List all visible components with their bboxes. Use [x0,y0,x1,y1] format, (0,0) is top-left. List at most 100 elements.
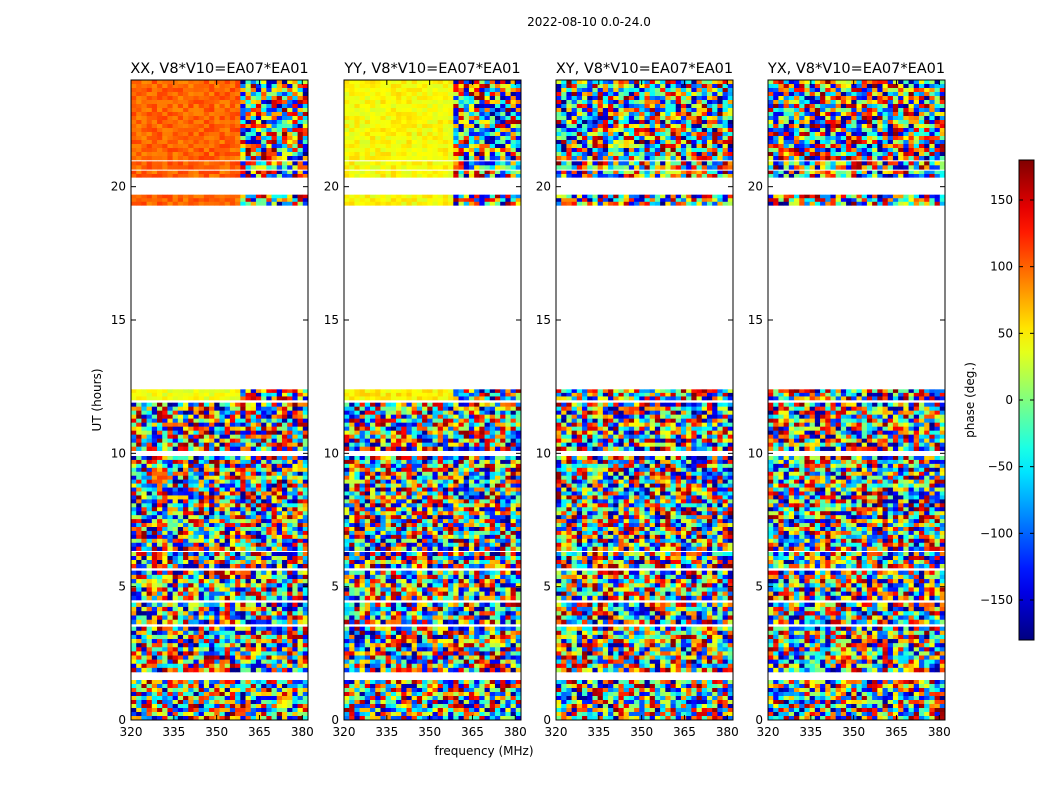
phase-cell [188,570,194,576]
phase-cell [468,556,475,561]
phase-cell [463,619,470,625]
phase-cell [349,696,355,701]
phase-cell [193,422,199,427]
phase-cell [214,422,220,427]
phase-cell [177,112,184,117]
phase-cell [198,643,205,648]
phase-cell [203,712,210,717]
phase-cell [396,700,402,705]
phase-cell [292,128,298,133]
phase-cell [390,475,397,480]
phase-cell [219,527,226,532]
phase-cell [209,530,215,536]
phase-cell [209,144,215,149]
phase-cell [297,406,304,411]
phase-cell [489,564,496,569]
phase-cell [235,602,241,608]
phase-cell [219,530,226,536]
phase-cell [375,639,381,644]
phase-cell [224,630,231,636]
phase-cell [146,418,153,423]
phase-cell [219,116,226,121]
phase-cell [214,414,220,419]
phase-cell [271,406,278,411]
phase-cell [162,92,168,97]
phase-cell [276,552,283,557]
phase-cell [385,696,392,701]
phase-cell [390,583,397,588]
phase-cell [167,467,173,473]
phase-cell [141,418,147,423]
phase-cell [505,456,511,461]
phase-cell [510,556,517,561]
phase-cell [162,430,168,435]
phase-cell [359,700,366,705]
phase-cell [146,519,153,524]
phase-cell [240,583,246,588]
phase-cell [458,595,465,601]
phase-cell [390,611,397,616]
phase-cell [229,402,236,407]
phase-cell [281,406,288,411]
phase-cell [479,680,485,685]
phase-cell [188,430,194,435]
phase-cell [276,511,283,516]
phase-cell [458,692,465,697]
phase-cell [229,456,236,461]
phase-cell [411,552,418,557]
phase-cell [271,519,278,524]
phase-cell [151,438,158,443]
phase-cell [240,422,246,427]
phase-cell [515,626,521,632]
phase-cell [229,538,236,544]
phase-cell [250,708,257,713]
phase-cell [136,564,142,569]
phase-cell [281,475,288,480]
phase-cell [214,165,220,170]
phase-cell [240,144,246,149]
phase-cell [370,696,376,701]
phase-cell [344,591,350,597]
phase-cell [437,692,444,697]
phase-cell [177,84,184,89]
phase-cell [302,194,308,199]
phase-cell [162,438,168,443]
phase-cell [359,663,366,669]
phase-cell [489,471,496,477]
phase-cell [375,712,381,717]
phase-cell [500,639,506,644]
phase-cell [167,165,173,170]
phase-cell [297,507,304,512]
phase-cell [266,467,272,473]
phase-cell [406,615,412,621]
phase-cell [344,463,350,469]
phase-cell [271,659,278,665]
phase-cell [193,651,199,656]
phase-cell [271,116,278,121]
phase-cell [500,700,506,705]
phase-cell [385,626,392,632]
phase-cell [453,651,459,656]
phase-cell [136,201,142,206]
phase-cell [193,148,199,153]
phase-cell [302,708,308,713]
phase-cell [261,467,267,473]
phase-cell [219,606,226,612]
phase-cell [151,140,158,145]
phase-cell [229,534,236,540]
phase-cell [141,406,147,411]
phase-cell [172,148,179,153]
phase-cell [510,619,517,625]
phase-cell [245,483,252,488]
phase-cell [229,198,236,203]
phase-cell [292,615,298,621]
phase-cell [250,392,257,397]
phase-cell [203,639,210,644]
phase-cell [370,475,376,480]
phase-cell [141,712,147,717]
phase-cell [131,430,137,435]
phase-cell [167,700,173,705]
phase-cell [193,108,199,113]
phase-cell [131,426,137,431]
phase-cell [141,587,147,592]
